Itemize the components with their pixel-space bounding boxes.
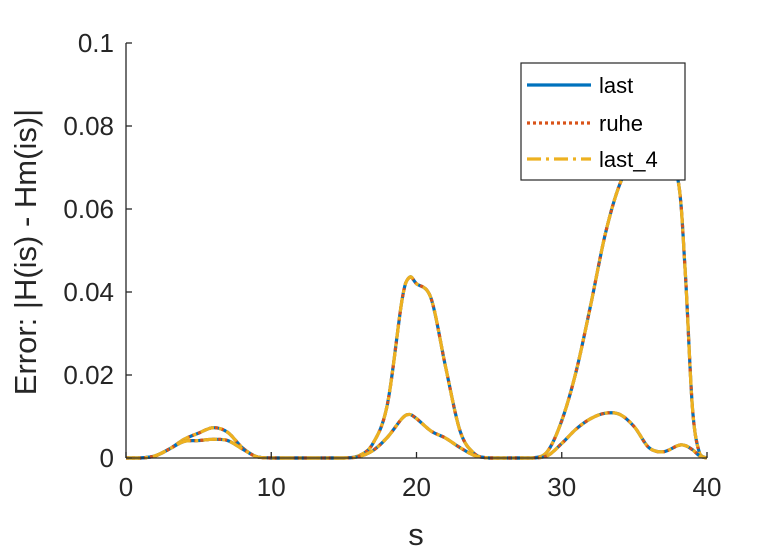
x-tick-label: 20: [402, 472, 431, 502]
x-tick-label: 40: [693, 472, 722, 502]
legend-label-ruhe: ruhe: [599, 111, 643, 136]
series-line-last-4-lower: [125, 411, 708, 460]
y-tick-label: 0.1: [78, 28, 114, 58]
y-tick-label: 0.08: [63, 111, 114, 141]
legend-label-last: last: [599, 73, 633, 98]
x-tick-label: 30: [547, 472, 576, 502]
legend-label-last-4: last_4: [599, 147, 658, 172]
y-tick-label: 0.06: [63, 194, 114, 224]
x-tick-label: 10: [257, 472, 286, 502]
series-line-last-4-upper: [125, 153, 708, 460]
y-tick-label: 0.04: [63, 277, 114, 307]
legend: last ruhe last_4: [520, 62, 686, 181]
x-tick-label: 0: [119, 472, 133, 502]
tick-labels: 0 10 20 30 40 0 0.02 0.04 0.06 0.08 0.1: [63, 28, 721, 502]
axes: [125, 42, 708, 459]
x-axis-label: s: [408, 517, 424, 552]
y-axis-label: Error: |H(is) - Hm(is)|: [8, 109, 43, 395]
y-tick-label: 0.02: [63, 360, 114, 390]
y-tick-label: 0: [100, 443, 114, 473]
